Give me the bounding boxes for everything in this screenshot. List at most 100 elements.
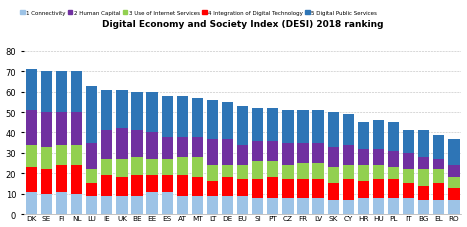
- Bar: [237, 196, 248, 214]
- Bar: [222, 139, 233, 165]
- Bar: [131, 92, 142, 131]
- Bar: [282, 111, 294, 143]
- Bar: [56, 145, 67, 165]
- Bar: [177, 96, 188, 137]
- Bar: [162, 159, 173, 175]
- Bar: [191, 178, 203, 196]
- Bar: [358, 149, 369, 165]
- Bar: [343, 180, 354, 200]
- Bar: [191, 137, 203, 157]
- Bar: [101, 131, 113, 159]
- Bar: [177, 175, 188, 196]
- Bar: [343, 165, 354, 180]
- Bar: [147, 133, 158, 159]
- Bar: [312, 111, 324, 143]
- Bar: [207, 182, 218, 196]
- Bar: [403, 198, 414, 214]
- Bar: [222, 102, 233, 139]
- Bar: [448, 188, 460, 200]
- Bar: [297, 198, 309, 214]
- Bar: [448, 178, 460, 188]
- Bar: [147, 192, 158, 214]
- Bar: [207, 100, 218, 139]
- Bar: [327, 200, 339, 214]
- Bar: [131, 131, 142, 157]
- Bar: [388, 123, 399, 151]
- Bar: [433, 200, 445, 214]
- Bar: [448, 139, 460, 165]
- Bar: [222, 196, 233, 214]
- Bar: [343, 115, 354, 145]
- Bar: [101, 159, 113, 175]
- Bar: [312, 180, 324, 198]
- Bar: [312, 143, 324, 163]
- Bar: [41, 72, 52, 113]
- Bar: [41, 169, 52, 194]
- Bar: [26, 145, 37, 168]
- Legend: 1 Connectivity, 2 Human Capital, 3 Use of Internet Services, 4 Integration of Di: 1 Connectivity, 2 Human Capital, 3 Use o…: [18, 9, 380, 18]
- Bar: [237, 180, 248, 196]
- Bar: [358, 198, 369, 214]
- Bar: [26, 192, 37, 214]
- Bar: [267, 141, 278, 161]
- Bar: [71, 145, 82, 165]
- Bar: [358, 123, 369, 149]
- Bar: [116, 178, 127, 196]
- Bar: [131, 196, 142, 214]
- Bar: [403, 184, 414, 198]
- Bar: [71, 72, 82, 113]
- Bar: [26, 111, 37, 145]
- Bar: [86, 196, 98, 214]
- Bar: [71, 113, 82, 145]
- Bar: [116, 159, 127, 178]
- Bar: [418, 157, 429, 169]
- Bar: [418, 131, 429, 157]
- Bar: [252, 198, 263, 214]
- Bar: [71, 194, 82, 214]
- Bar: [388, 180, 399, 198]
- Bar: [448, 165, 460, 178]
- Bar: [433, 135, 445, 159]
- Bar: [56, 165, 67, 192]
- Bar: [101, 196, 113, 214]
- Bar: [418, 186, 429, 200]
- Bar: [101, 90, 113, 131]
- Bar: [162, 137, 173, 159]
- Bar: [252, 141, 263, 161]
- Bar: [373, 165, 384, 180]
- Bar: [418, 169, 429, 186]
- Bar: [71, 165, 82, 194]
- Bar: [312, 198, 324, 214]
- Bar: [222, 165, 233, 178]
- Bar: [222, 178, 233, 196]
- Bar: [41, 113, 52, 147]
- Bar: [343, 200, 354, 214]
- Bar: [237, 106, 248, 145]
- Bar: [403, 131, 414, 153]
- Bar: [56, 113, 67, 145]
- Bar: [131, 175, 142, 196]
- Bar: [297, 111, 309, 143]
- Bar: [252, 161, 263, 180]
- Bar: [191, 98, 203, 137]
- Bar: [267, 198, 278, 214]
- Bar: [116, 129, 127, 159]
- Bar: [282, 165, 294, 180]
- Bar: [267, 161, 278, 178]
- Bar: [373, 121, 384, 149]
- Bar: [267, 109, 278, 141]
- Bar: [207, 196, 218, 214]
- Bar: [327, 168, 339, 184]
- Bar: [26, 168, 37, 192]
- Bar: [327, 147, 339, 168]
- Bar: [448, 200, 460, 214]
- Bar: [86, 184, 98, 196]
- Bar: [147, 92, 158, 133]
- Bar: [191, 196, 203, 214]
- Bar: [237, 165, 248, 180]
- Bar: [207, 165, 218, 182]
- Bar: [433, 159, 445, 169]
- Bar: [343, 145, 354, 165]
- Bar: [26, 70, 37, 111]
- Bar: [388, 151, 399, 168]
